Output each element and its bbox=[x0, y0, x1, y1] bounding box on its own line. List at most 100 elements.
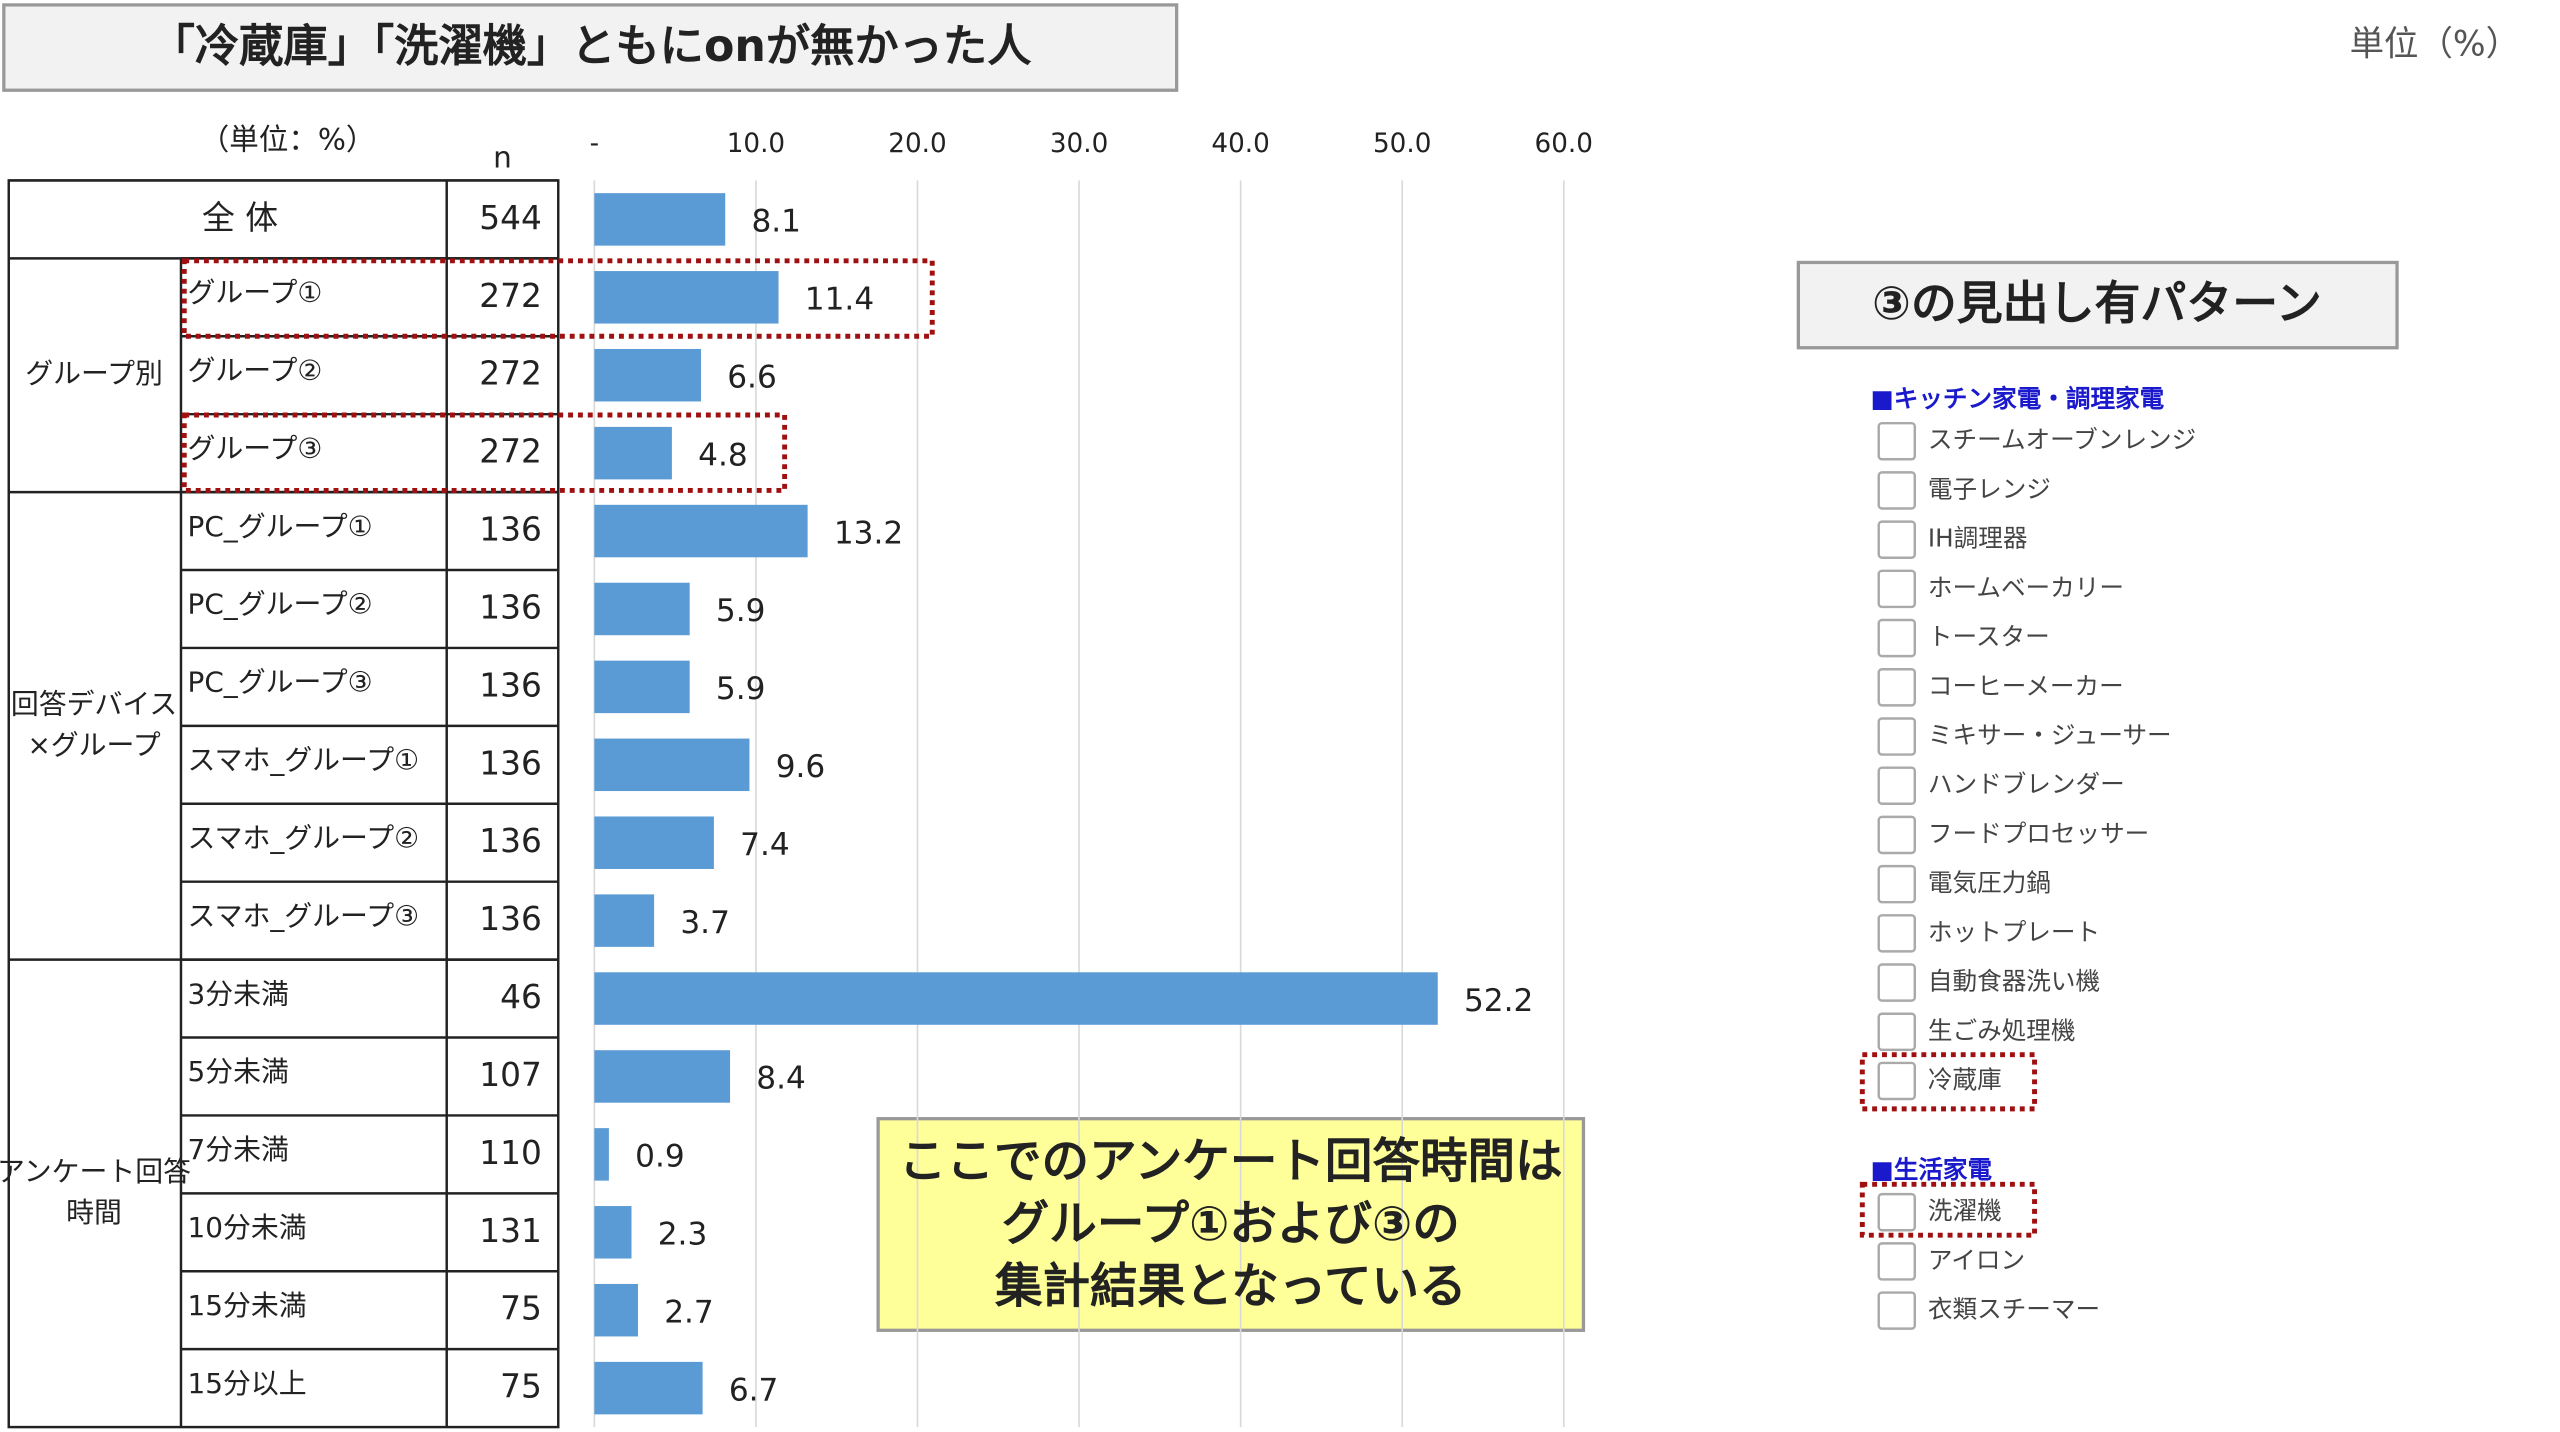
checkbox-label: 電気圧力鍋 bbox=[1928, 868, 2051, 897]
checkbox bbox=[1877, 914, 1917, 953]
highlight bbox=[181, 412, 788, 493]
group-label: 時間 bbox=[66, 1196, 122, 1229]
row-label: 3分未満 bbox=[188, 977, 289, 1010]
checkbox-label: ハンドブレンダー bbox=[1928, 770, 2125, 799]
checkbox bbox=[1877, 815, 1917, 855]
bar bbox=[594, 1206, 632, 1259]
bar bbox=[594, 738, 750, 792]
title: 「冷蔵庫」「洗濯機」ともにonが無かった人 bbox=[151, 21, 1033, 72]
n-value: 136 bbox=[479, 666, 542, 704]
unit-label: （単位：%） bbox=[200, 123, 376, 157]
checkbox-label: スチームオーブンレンジ bbox=[1928, 425, 2196, 454]
group-label: ×グループ bbox=[27, 728, 160, 761]
checkbox-label: トースター bbox=[1928, 622, 2050, 651]
bar bbox=[594, 660, 690, 714]
checkbox bbox=[1877, 717, 1917, 756]
n-value: 110 bbox=[479, 1134, 542, 1172]
n-value: 75 bbox=[500, 1368, 542, 1406]
callout-box bbox=[876, 1117, 1586, 1332]
checkbox bbox=[1877, 963, 1917, 1002]
checkbox bbox=[1877, 471, 1917, 510]
checkbox bbox=[1877, 1192, 1917, 1232]
value-label: 5.9 bbox=[716, 593, 766, 629]
highlight bbox=[1859, 1181, 2038, 1238]
n-label: n bbox=[493, 141, 512, 175]
checkbox bbox=[1877, 520, 1917, 559]
checkbox bbox=[1877, 864, 1917, 904]
value-label: 7.4 bbox=[740, 827, 790, 863]
checkbox bbox=[1877, 1242, 1917, 1281]
value-label: 8.1 bbox=[751, 204, 801, 240]
n-value: 272 bbox=[479, 277, 542, 315]
checkbox bbox=[1877, 569, 1917, 609]
bar bbox=[594, 582, 690, 636]
row-label: PC_グループ② bbox=[188, 588, 373, 621]
bar bbox=[594, 426, 672, 480]
n-value: 544 bbox=[479, 199, 542, 237]
bar bbox=[594, 972, 1438, 1025]
n-value: 272 bbox=[479, 355, 542, 393]
checkbox-label: 電子レンジ bbox=[1928, 474, 2051, 503]
x-tick-label: 50.0 bbox=[1373, 129, 1431, 159]
checkbox-label: アイロン bbox=[1928, 1245, 2025, 1274]
value-label: 9.6 bbox=[776, 749, 826, 785]
n-value: 136 bbox=[479, 900, 542, 938]
checkbox-label: 生ごみ処理機 bbox=[1928, 1016, 2076, 1045]
section-heading: ■生活家電 bbox=[1871, 1155, 1993, 1184]
checkbox-label: IH調理器 bbox=[1928, 524, 2028, 553]
n-value: 136 bbox=[479, 511, 542, 549]
value-label: 0.9 bbox=[635, 1139, 685, 1175]
x-tick-label: 60.0 bbox=[1535, 129, 1593, 159]
value-label: 6.7 bbox=[729, 1372, 779, 1408]
checkbox-label: 衣類スチーマー bbox=[1928, 1295, 2100, 1324]
n-value: 131 bbox=[479, 1212, 542, 1250]
value-label: 4.8 bbox=[698, 437, 748, 473]
value-label: 3.7 bbox=[680, 905, 730, 941]
value-label: 6.6 bbox=[727, 360, 777, 396]
checkbox-label: 洗濯機 bbox=[1928, 1196, 2002, 1225]
group-label: 回答デバイス bbox=[11, 687, 177, 720]
value-label: 8.4 bbox=[756, 1061, 806, 1097]
checkbox-label: ミキサー・ジューサー bbox=[1928, 721, 2172, 750]
row-label: 15分以上 bbox=[188, 1367, 307, 1400]
checkbox-label: ホームベーカリー bbox=[1928, 573, 2124, 602]
row-label: スマホ_グループ③ bbox=[188, 899, 420, 932]
checkbox-label: コーヒーメーカー bbox=[1928, 671, 2124, 700]
bar bbox=[594, 1283, 638, 1337]
row-label: PC_グループ① bbox=[188, 510, 373, 543]
checkbox bbox=[1877, 1061, 1917, 1101]
value-label: 13.2 bbox=[834, 515, 903, 551]
checkbox bbox=[1877, 618, 1917, 658]
highlight bbox=[1859, 1052, 2038, 1112]
bar bbox=[594, 271, 779, 324]
n-value: 46 bbox=[500, 978, 542, 1016]
checkbox bbox=[1877, 766, 1917, 805]
row-label: 全 体 bbox=[202, 199, 278, 237]
title-box bbox=[2, 3, 1179, 92]
callout-text: グループ①および③の bbox=[1002, 1197, 1460, 1252]
panel-title: ③の見出し有パターン bbox=[1872, 276, 2322, 330]
n-value: 136 bbox=[479, 588, 542, 626]
checkbox bbox=[1877, 1291, 1917, 1330]
x-tick-label: 20.0 bbox=[888, 129, 946, 159]
bar bbox=[594, 1361, 703, 1415]
checkbox bbox=[1877, 668, 1917, 707]
bar bbox=[594, 1050, 731, 1103]
row-label: 5分未満 bbox=[188, 1055, 289, 1088]
n-value: 75 bbox=[500, 1290, 542, 1328]
row-label: スマホ_グループ② bbox=[188, 821, 420, 854]
n-value: 272 bbox=[479, 433, 542, 471]
bar bbox=[594, 816, 714, 869]
checkbox-label: ホットプレート bbox=[1928, 917, 2100, 946]
row-label: 15分未満 bbox=[188, 1289, 307, 1322]
bar bbox=[594, 504, 808, 558]
bar bbox=[594, 348, 701, 402]
x-tick-label: 30.0 bbox=[1050, 129, 1108, 159]
bar bbox=[594, 1128, 609, 1181]
n-value: 136 bbox=[479, 822, 542, 860]
value-label: 5.9 bbox=[716, 671, 766, 707]
value-label: 11.4 bbox=[805, 282, 874, 318]
section-heading: ■キッチン家電・調理家電 bbox=[1871, 384, 2165, 413]
n-value: 136 bbox=[479, 744, 542, 782]
